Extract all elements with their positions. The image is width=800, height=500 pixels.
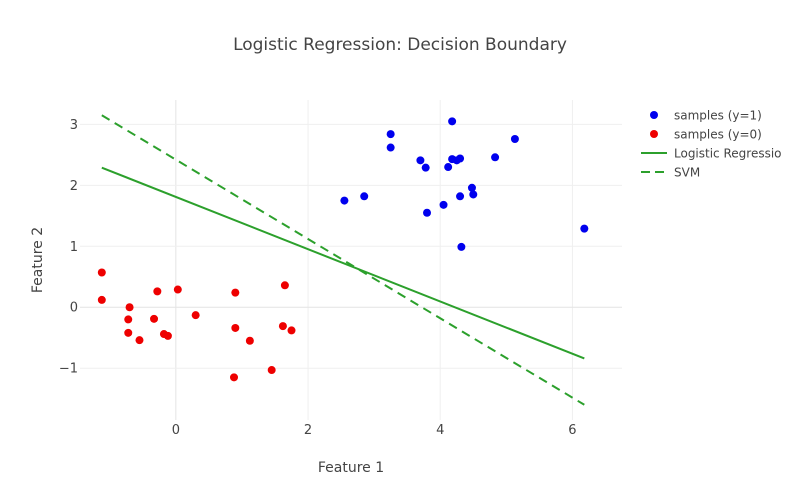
legend-label: samples (y=0) [674,128,762,142]
x-tick-label: 2 [304,423,312,438]
data-point [421,163,430,172]
data-point [230,373,239,382]
legend-item[interactable]: SVM [641,166,700,180]
data-point [439,200,448,209]
y-axis-label: Feature 2 [30,227,46,293]
data-point [231,288,240,297]
data-point [267,366,276,375]
x-tick-label: 6 [568,423,576,438]
data-point [231,323,240,332]
data-point [386,130,395,139]
series-0 [340,117,589,251]
data-point [97,295,106,304]
series-3 [101,114,585,406]
data-point [280,281,289,290]
y-tick-label: 0 [70,301,78,316]
x-tick-label: 4 [436,423,444,438]
data-point [386,143,395,152]
y-tick-label: −1 [59,362,78,377]
data-point [97,268,106,277]
data-point [287,326,296,335]
y-tick-label: 1 [70,240,78,255]
data-point [173,285,182,294]
x-tick-label: 0 [172,423,180,438]
legend-item[interactable]: samples (y=1) [650,109,762,123]
legend-item[interactable]: Logistic Regressio [641,147,782,161]
data-point [191,311,200,320]
data-point [491,153,500,162]
legend-item[interactable]: samples (y=0) [650,128,762,142]
x-axis-ticks: 0 2 4 6 [172,423,577,438]
legend-swatch [650,130,658,138]
data-point [124,315,133,324]
series-line [101,114,585,406]
data-point [125,303,134,312]
data-point [360,192,369,201]
y-tick-label: 2 [70,179,78,194]
data-point [456,154,465,163]
plot-area [97,114,589,406]
series-1 [97,268,296,382]
data-point [416,156,425,165]
data-point [135,336,144,345]
data-point [580,224,589,233]
grid-lines [80,100,622,420]
data-point [153,287,162,296]
data-point [163,331,172,340]
data-point [278,322,287,331]
legend[interactable]: samples (y=1) samples (y=0) Logistic Regre… [641,109,782,180]
data-point [448,117,457,126]
legend-label: Logistic Regressio [674,147,782,161]
y-tick-label: 3 [70,118,78,133]
data-point [510,135,519,144]
data-point [467,183,476,192]
data-point [340,196,349,205]
chart-title: Logistic Regression: Decision Boundary [233,35,567,55]
x-axis-label: Feature 1 [318,460,384,476]
legend-label: SVM [674,166,700,180]
data-point [456,192,465,201]
data-point [150,314,159,323]
data-point [457,242,466,251]
data-point [444,163,453,172]
data-point [469,190,478,199]
data-point [423,208,432,217]
y-axis-ticks: −1 0 1 2 3 [59,118,78,377]
series-2 [101,166,585,360]
data-point [124,328,133,337]
series-line [101,166,585,360]
legend-swatch [650,111,658,119]
legend-label: samples (y=1) [674,109,762,123]
data-point [245,336,254,345]
